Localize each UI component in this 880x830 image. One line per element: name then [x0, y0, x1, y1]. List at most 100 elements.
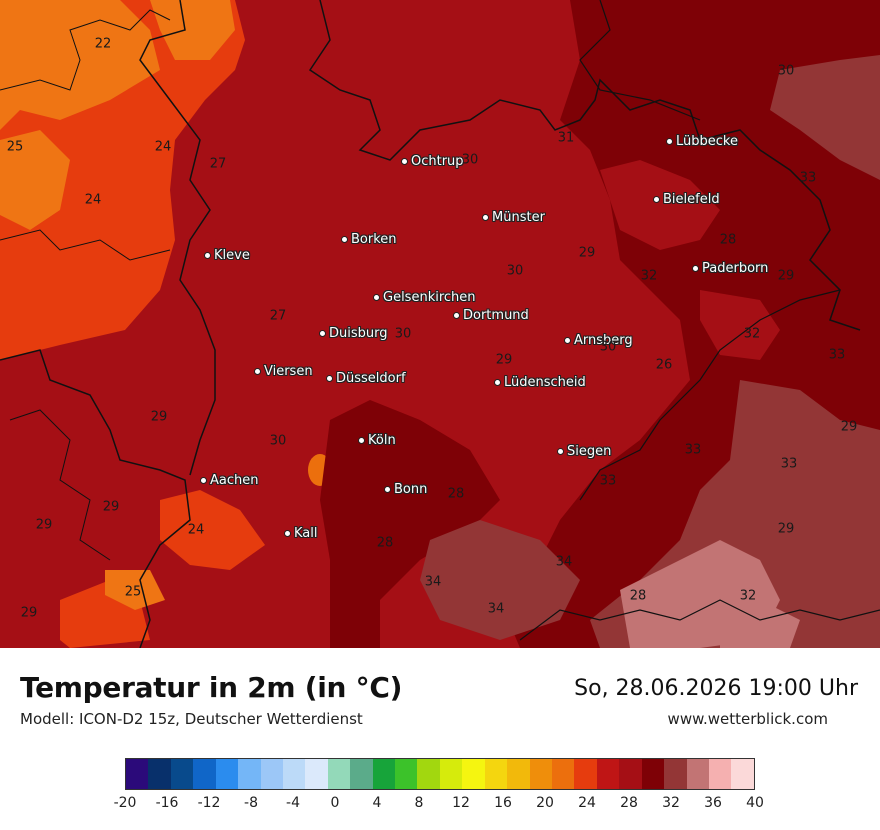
- legend-tick-label: 16: [494, 795, 512, 811]
- legend-swatch: [462, 759, 485, 789]
- temp-value: 28: [719, 232, 737, 248]
- temp-value: 25: [6, 139, 24, 155]
- legend-swatch: [641, 759, 665, 789]
- legend-tick-label: -16: [155, 795, 179, 811]
- temp-value: 30: [506, 263, 524, 279]
- temp-value: 30: [269, 433, 287, 449]
- legend-tick-label: 0: [330, 795, 340, 811]
- city-aachen[interactable]: Aachen: [200, 470, 258, 489]
- website-link[interactable]: www.wetterblick.com: [667, 710, 828, 728]
- temp-value: 32: [743, 326, 761, 342]
- temperature-map[interactable]: Ochtrup Lübbecke Bielefeld Münster Borke…: [0, 0, 880, 648]
- legend-tick-label: 24: [578, 795, 596, 811]
- city-marker-icon: [358, 437, 365, 444]
- legend-tick-label: 8: [414, 795, 424, 811]
- legend-swatch: [350, 759, 373, 789]
- legend-swatch: [664, 759, 687, 789]
- legend-swatch: [596, 759, 620, 789]
- temp-value: 24: [84, 192, 102, 208]
- city-marker-icon: [254, 368, 261, 375]
- legend-tick-label: -8: [244, 795, 258, 811]
- city-marker-icon: [482, 214, 489, 221]
- legend-swatch: [260, 759, 283, 789]
- temp-value: 28: [447, 486, 465, 502]
- city-borken[interactable]: Borken: [341, 229, 397, 248]
- temp-value: 29: [777, 521, 795, 537]
- legend-swatch: [238, 759, 261, 789]
- temp-value: 31: [557, 130, 575, 146]
- city-muenster[interactable]: Münster: [482, 207, 545, 226]
- legend-tick-label: 36: [704, 795, 722, 811]
- city-luedenscheid[interactable]: Lüdenscheid: [494, 372, 586, 391]
- legend-swatch: [708, 759, 732, 789]
- legend-swatch: [372, 759, 396, 789]
- temp-value: 29: [20, 605, 38, 621]
- temp-value: 33: [799, 170, 817, 186]
- legend-tick-label: -12: [197, 795, 221, 811]
- city-dortmund[interactable]: Dortmund: [453, 305, 529, 324]
- temp-value: 30: [599, 339, 617, 355]
- city-marker-icon: [557, 448, 564, 455]
- legend-swatch: [193, 759, 216, 789]
- city-marker-icon: [453, 312, 460, 319]
- temp-value: 29: [840, 419, 858, 435]
- model-info: Modell: ICON-D2 15z, Deutscher Wetterdie…: [20, 710, 363, 728]
- temp-value: 30: [777, 63, 795, 79]
- temp-value: 28: [376, 535, 394, 551]
- legend-tick-label: 4: [372, 795, 382, 811]
- city-luebbecke[interactable]: Lübbecke: [666, 131, 738, 150]
- legend-swatch: [170, 759, 194, 789]
- city-paderborn[interactable]: Paderborn: [692, 258, 768, 277]
- city-bonn[interactable]: Bonn: [384, 479, 427, 498]
- legend-tick-label: 20: [536, 795, 554, 811]
- legend-tick-label: 28: [620, 795, 638, 811]
- temp-value: 29: [35, 517, 53, 533]
- city-bielefeld[interactable]: Bielefeld: [653, 189, 720, 208]
- city-marker-icon: [692, 265, 699, 272]
- temp-value: 29: [102, 499, 120, 515]
- city-marker-icon: [564, 337, 571, 344]
- legend-tick-label: -4: [286, 795, 300, 811]
- city-siegen[interactable]: Siegen: [557, 441, 611, 460]
- legend-tick-label: 12: [452, 795, 470, 811]
- city-koeln[interactable]: Köln: [358, 430, 396, 449]
- legend-swatch: [619, 759, 642, 789]
- legend-swatch: [148, 759, 171, 789]
- temp-value: 22: [94, 36, 112, 52]
- temp-value: 24: [187, 522, 205, 538]
- legend-tick-label: 32: [662, 795, 680, 811]
- temp-value: 29: [150, 409, 168, 425]
- temp-value: 33: [684, 442, 702, 458]
- city-marker-icon: [653, 196, 660, 203]
- legend-swatch: [484, 759, 508, 789]
- legend-tick-label: -20: [113, 795, 137, 811]
- temp-value: 25: [124, 584, 142, 600]
- city-marker-icon: [204, 252, 211, 259]
- legend-swatch: [686, 759, 709, 789]
- legend-ticks: -20 -16 -12 -8 -4 0 4 8 12 16 20 24 28 32 36 40: [114, 795, 764, 815]
- city-kall[interactable]: Kall: [284, 523, 318, 542]
- city-marker-icon: [384, 486, 391, 493]
- city-duesseldorf[interactable]: Düsseldorf: [326, 368, 406, 387]
- temp-value: 34: [424, 574, 442, 590]
- legend-swatch: [731, 759, 754, 789]
- city-marker-icon: [494, 379, 501, 386]
- temp-value: 32: [739, 588, 757, 604]
- temp-value: 28: [629, 588, 647, 604]
- legend-swatch: [215, 759, 239, 789]
- city-marker-icon: [341, 236, 348, 243]
- city-marker-icon: [319, 330, 326, 337]
- map-fields: [0, 0, 880, 648]
- legend-swatch: [327, 759, 351, 789]
- city-viersen[interactable]: Viersen: [254, 361, 313, 380]
- city-arnsberg[interactable]: Arnsberg: [564, 330, 633, 349]
- temp-value: 26: [655, 357, 673, 373]
- forecast-datetime: So, 28.06.2026 19:00 Uhr: [574, 676, 858, 701]
- legend-swatch: [507, 759, 530, 789]
- city-kleve[interactable]: Kleve: [204, 245, 250, 264]
- city-ochtrup[interactable]: Ochtrup: [401, 151, 464, 170]
- city-gelsenkirchen[interactable]: Gelsenkirchen: [373, 287, 476, 306]
- city-duisburg[interactable]: Duisburg: [319, 323, 388, 342]
- temp-value: 29: [777, 268, 795, 284]
- temp-value: 27: [269, 308, 287, 324]
